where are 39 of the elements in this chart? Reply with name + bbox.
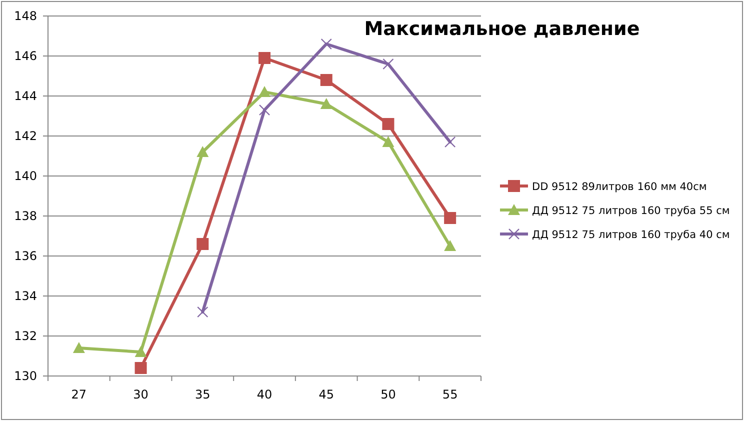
chart-title: Максимальное давление: [364, 18, 640, 40]
x-tick-label: 55: [442, 388, 458, 402]
legend-label: DD 9512 89литров 160 мм 40см: [532, 181, 707, 193]
point: [72, 342, 85, 353]
point: [258, 86, 270, 97]
y-tick-label: 144: [14, 88, 37, 103]
y-tick-label: 130: [14, 368, 37, 383]
x-tick-label: 40: [256, 388, 272, 402]
y-tick-label: 138: [14, 208, 37, 223]
x-tick-label: 35: [195, 388, 210, 402]
point: [444, 136, 456, 148]
y-tick-label: 134: [14, 288, 37, 303]
point: [444, 212, 456, 224]
y-tick-label: 132: [14, 328, 37, 343]
legend-label: ДД 9512 75 литров 160 труба 40 см: [532, 229, 730, 241]
x-tick-label: 27: [71, 388, 87, 402]
point: [197, 306, 208, 318]
y-tick-label: 140: [14, 168, 37, 183]
y-tick-label: 148: [14, 8, 37, 23]
x-tick-label: 45: [318, 388, 334, 402]
point: [134, 362, 147, 374]
x-tick-label: 50: [380, 388, 396, 402]
point: [196, 238, 209, 250]
point: [196, 146, 209, 157]
legend-label: ДД 9512 75 литров 160 труба 55 см: [532, 205, 730, 217]
point: [320, 98, 332, 109]
point: [258, 52, 270, 64]
point: [382, 136, 394, 147]
point: [320, 38, 332, 50]
point: [444, 240, 456, 251]
y-tick-label: 142: [14, 128, 37, 143]
x-tick-label: 30: [133, 388, 148, 402]
point: [382, 118, 394, 130]
point: [382, 58, 394, 70]
point: [320, 74, 332, 86]
point: [258, 104, 270, 116]
y-tick-label: 146: [14, 48, 37, 63]
point: [134, 346, 147, 357]
y-tick-label: 136: [14, 248, 37, 263]
